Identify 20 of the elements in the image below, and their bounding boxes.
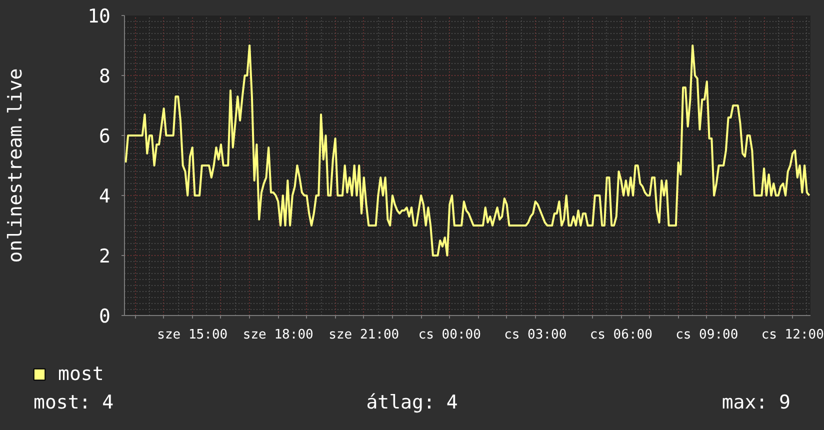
x-tick-label: sze 18:00 <box>242 328 314 342</box>
x-tick-label: cs 03:00 <box>504 328 567 342</box>
text: átlag: 4 <box>366 392 458 414</box>
line-series <box>124 44 810 256</box>
y-tick-label: 8 <box>99 66 111 88</box>
x-tick-label: cs 12:00 <box>761 328 824 342</box>
y-tick-label: 4 <box>99 186 111 208</box>
x-tick-label: cs 06:00 <box>590 328 652 342</box>
x-tick-label: cs 00:00 <box>418 328 481 342</box>
x-tick-label: sze 21:00 <box>328 328 400 342</box>
text: most: 4 <box>34 392 114 414</box>
y-tick-label: 0 <box>99 306 111 328</box>
x-tick-label: sze 15:00 <box>157 328 228 342</box>
text: max: 9 <box>722 392 791 414</box>
x-tick-label: cs 09:00 <box>676 328 738 342</box>
legend-label: most <box>58 363 104 385</box>
y-axis-title: onlinestream.live <box>4 68 27 263</box>
y-tick-label: 2 <box>99 246 111 268</box>
y-tick-label: 10 <box>88 6 111 28</box>
y-tick-label: 6 <box>99 126 111 148</box>
